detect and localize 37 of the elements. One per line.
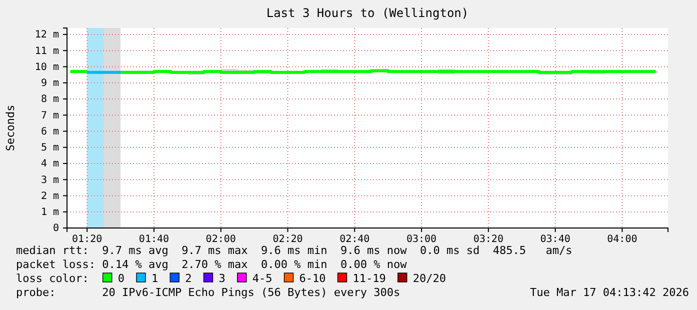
x-tick-label: 02:20 xyxy=(272,234,303,246)
x-tick-label: 03:20 xyxy=(473,234,504,246)
y-tick-label: 7 m xyxy=(40,110,59,122)
legend-label: 2 xyxy=(185,272,192,285)
chart-title: Last 3 Hours to (Wellington) xyxy=(266,6,469,20)
x-tick-label: 03:00 xyxy=(406,234,437,246)
legend-label: 6-10 xyxy=(299,272,326,285)
y-tick-label: 8 m xyxy=(40,94,59,106)
y-tick-label: 10 m xyxy=(34,62,59,73)
legend-label: 3 xyxy=(218,272,226,285)
x-tick-label: 01:20 xyxy=(72,234,102,246)
legend-label: 20/20 xyxy=(412,272,446,285)
y-tick-label: 5 m xyxy=(40,142,59,154)
y-tick-label: 4 m xyxy=(40,158,59,170)
x-tick-label: 04:00 xyxy=(607,234,638,246)
y-tick-label: 11 m xyxy=(34,46,59,57)
legend-label: 1 xyxy=(151,272,158,285)
legend-title: loss color: xyxy=(16,272,89,285)
y-tick-label: 2 m xyxy=(40,190,59,202)
y-tick-label: 1 m xyxy=(40,207,59,218)
x-tick-label: 02:00 xyxy=(206,234,236,246)
x-tick-label: 02:40 xyxy=(340,234,370,246)
y-tick-label: 0 xyxy=(52,223,59,234)
y-tick-label: 6 m xyxy=(40,126,59,138)
legend-label: 11-19 xyxy=(352,272,386,285)
y-tick-label: 12 m xyxy=(34,30,59,41)
y-tick-label: 3 m xyxy=(40,174,59,186)
text: packet loss: 0.14 % avg 2.70 % max 0.00 % min 0.00 % now xyxy=(16,258,408,271)
text: median rtt: 9.7 ms avg 9.7 ms max 9.6 ms min 9.6 ms now 0.0 ms sd 485.5 am/s xyxy=(16,244,572,257)
legend-label: 0 xyxy=(118,272,124,285)
y-axis-title: Seconds xyxy=(4,104,17,152)
x-tick-label: 01:40 xyxy=(138,234,170,246)
x-tick-label: 03:40 xyxy=(540,234,570,246)
text: Tue Mar 17 04:13:42 2026 xyxy=(530,286,689,299)
text: probe: 20 IPv6-ICMP Echo Pings (56 Bytes) every 300s xyxy=(16,286,400,299)
y-tick-label: 9 m xyxy=(40,78,59,90)
legend-label: 4-5 xyxy=(252,272,272,285)
